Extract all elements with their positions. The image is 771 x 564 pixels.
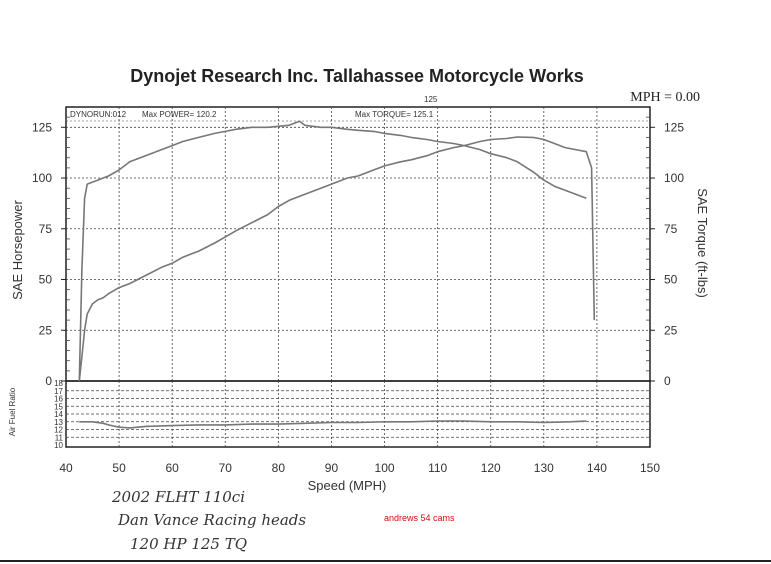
curves xyxy=(78,120,596,429)
horsepower-curve xyxy=(78,136,596,382)
x-tick-label: 110 xyxy=(428,461,447,475)
afr-curve xyxy=(79,420,587,429)
y-tick-label-right: 125 xyxy=(664,120,684,134)
handwritten-line-3: 120 HP 125 TQ xyxy=(130,535,247,553)
y-tick-labels-left: 0 25 50 75 100 125 xyxy=(32,120,52,388)
y-tick-label-left: 75 xyxy=(39,222,53,236)
x-tick-label: 130 xyxy=(534,461,554,475)
max-power-label: Max POWER= 120.2 xyxy=(142,110,217,119)
x-tick-label: 50 xyxy=(112,461,126,475)
y-axis-label-right: SAE Torque (ft-lbs) xyxy=(695,188,710,298)
afr-tick-label: 13 xyxy=(54,418,63,427)
x-tick-label: 100 xyxy=(375,461,395,475)
max-torque-label: Max TORQUE= 125.1 xyxy=(355,110,434,119)
y-tick-label-right: 25 xyxy=(664,323,678,337)
grid-afr xyxy=(66,381,650,447)
mph-readout: MPH = 0.00 xyxy=(630,90,700,105)
afr-tick-label: 18 xyxy=(54,379,63,388)
x-tick-label: 150 xyxy=(640,461,660,475)
afr-tick-label: 16 xyxy=(54,395,63,404)
y-tick-label-right: 75 xyxy=(664,222,678,236)
x-tick-label: 90 xyxy=(325,461,339,475)
torque-curve xyxy=(78,120,587,382)
x-axis-label: Speed (MPH) xyxy=(308,478,387,493)
afr-tick-label: 15 xyxy=(54,402,63,411)
afr-tick-label: 12 xyxy=(54,426,63,435)
x-tick-label: 60 xyxy=(166,461,180,475)
x-tick-label: 140 xyxy=(587,461,607,475)
afr-tick-label: 14 xyxy=(54,410,63,419)
grid-main xyxy=(61,107,655,382)
x-tick-label: 70 xyxy=(219,461,233,475)
handwritten-line-2: Dan Vance Racing heads xyxy=(117,511,306,529)
afr-tick-label: 10 xyxy=(54,441,63,450)
x-tick-labels: 40 50 60 70 80 90 100 110 120 130 140 150 xyxy=(59,461,660,475)
y-tick-label-left: 50 xyxy=(39,273,53,287)
y-tick-label-left: 100 xyxy=(32,171,52,185)
y-axis-label-left: SAE Horsepower xyxy=(10,199,25,299)
y-tick-label-right: 0 xyxy=(664,374,671,388)
plot-frame xyxy=(65,106,651,382)
y-tick-label-right: 100 xyxy=(664,171,684,185)
red-annotation: andrews 54 cams xyxy=(384,513,455,523)
x-tick-label: 80 xyxy=(272,461,286,475)
y-tick-labels-right: 0 25 50 75 100 125 xyxy=(664,120,684,388)
afr-tick-label: 17 xyxy=(54,387,63,396)
handwritten-line-1: 2002 FLHT 110ci xyxy=(111,488,245,506)
y-tick-label-left: 0 xyxy=(45,374,52,388)
y-tick-label-left: 25 xyxy=(39,323,53,337)
x-tick-label: 40 xyxy=(59,461,73,475)
x-tick-label: 120 xyxy=(481,461,501,475)
run-label: DYNORUN:012 xyxy=(70,110,127,119)
afr-axis-label: Air Fuel Ratio xyxy=(8,387,17,436)
y-tick-label-right: 50 xyxy=(664,273,678,287)
afr-tick-label: 11 xyxy=(55,433,64,442)
chart-title: Dynojet Research Inc. Tallahassee Motorc… xyxy=(130,66,584,86)
y-tick-label-left: 125 xyxy=(32,120,52,134)
torque-handwritten-note: 125 xyxy=(424,95,438,104)
